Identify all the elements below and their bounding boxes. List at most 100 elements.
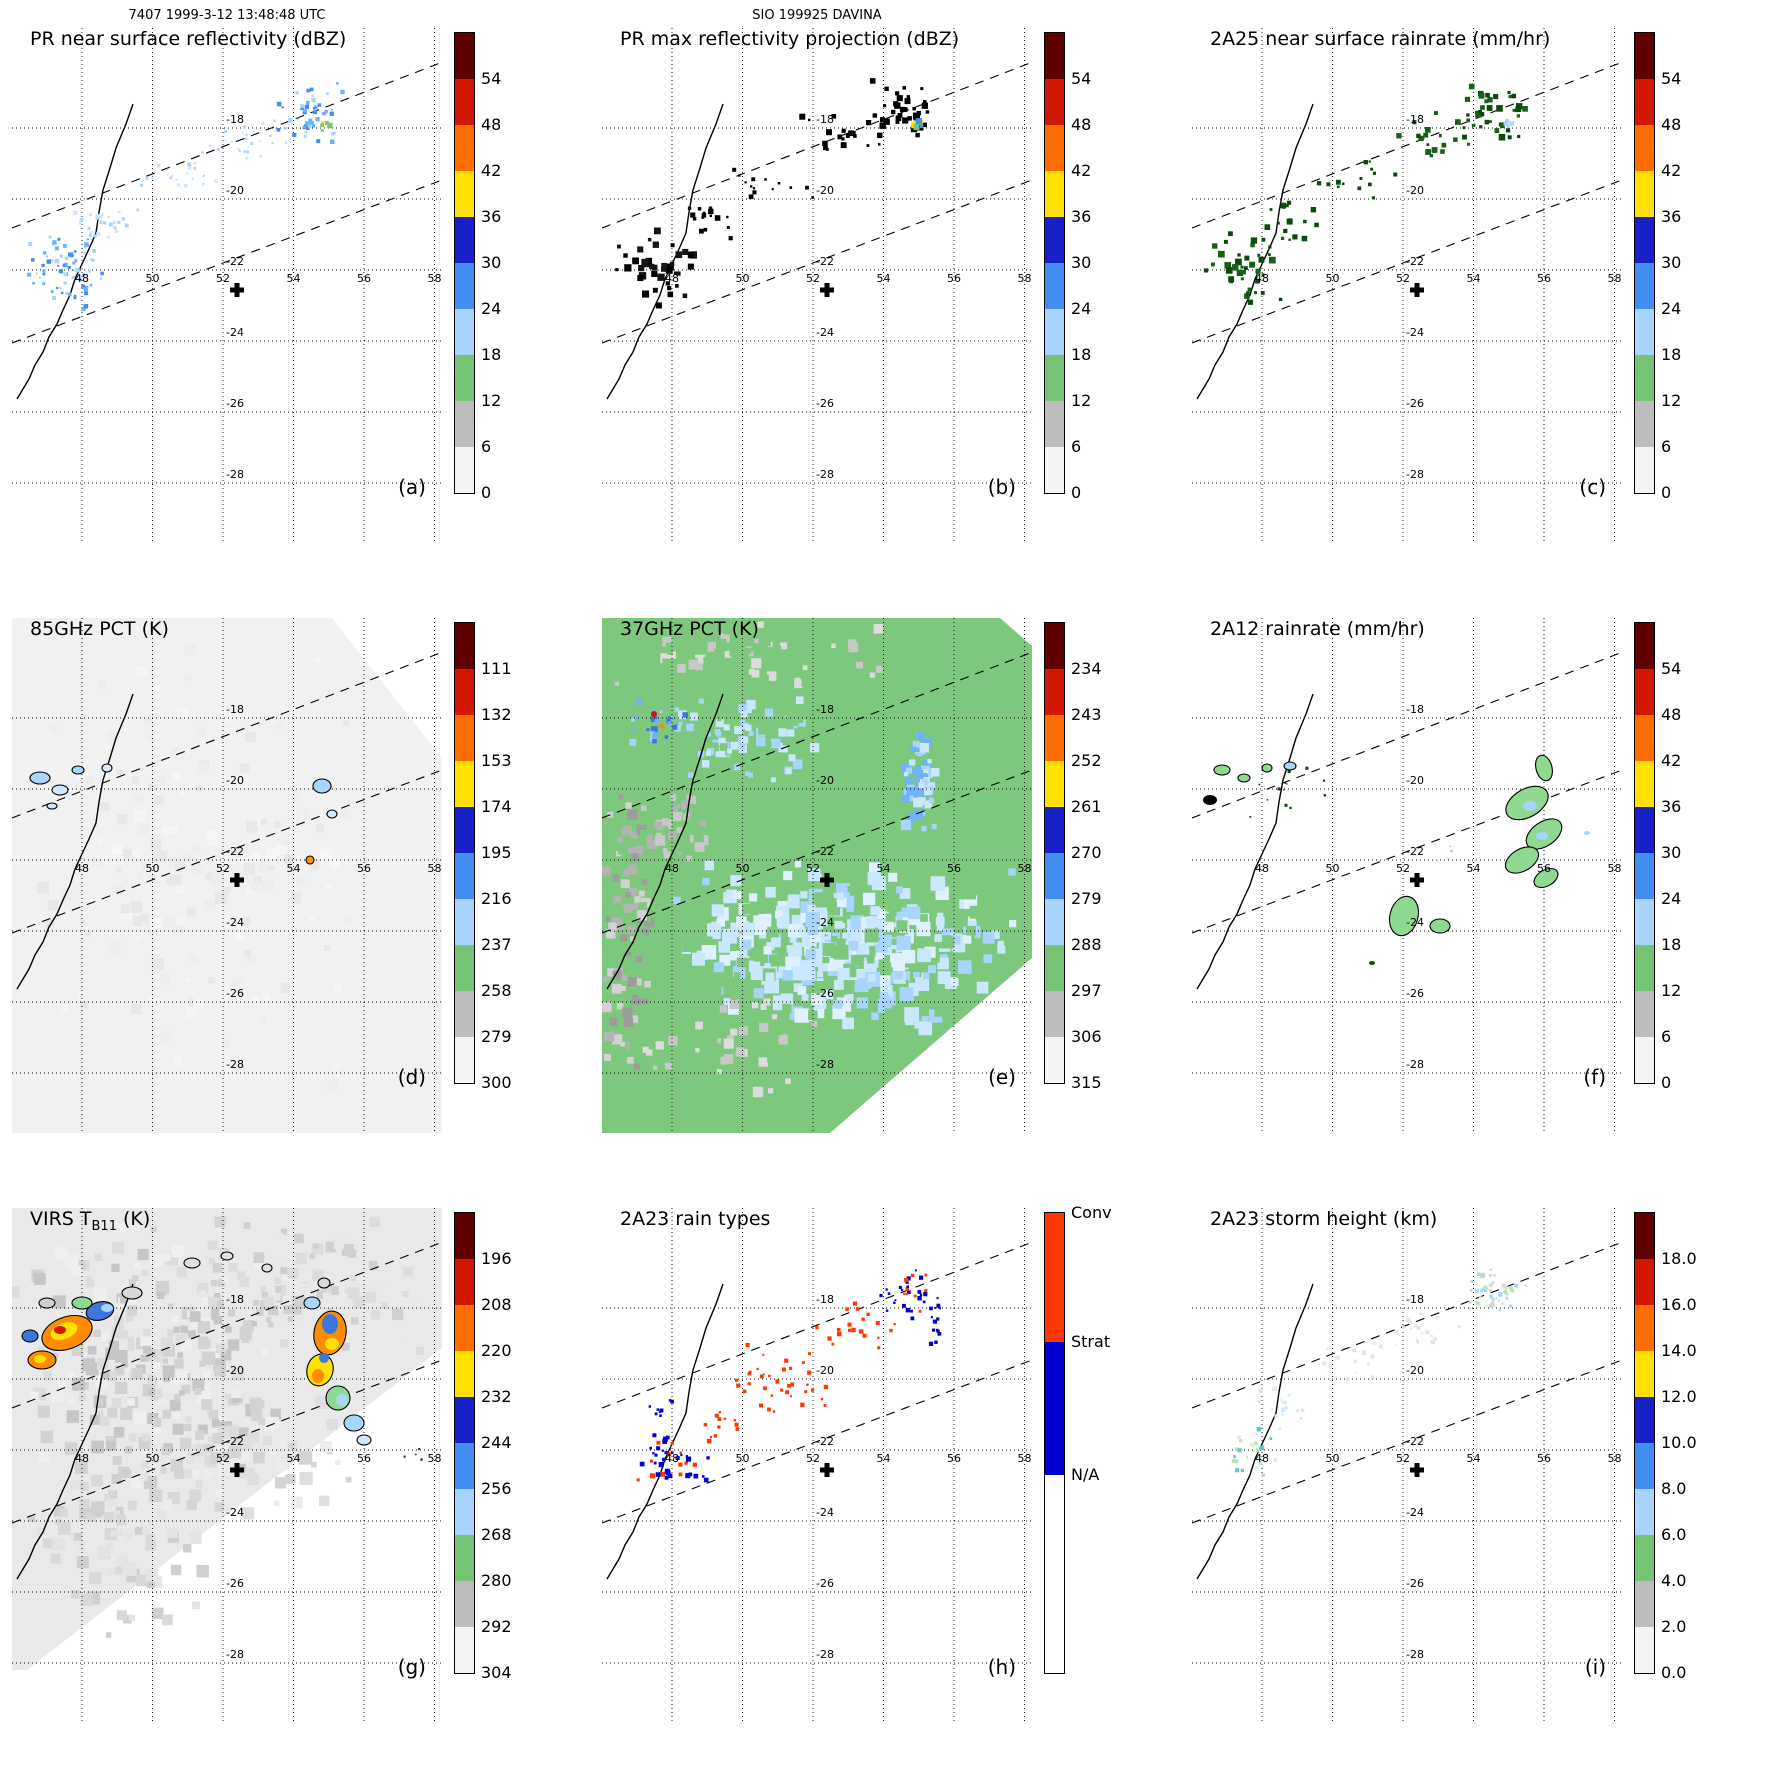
- svg-text:-24: -24: [816, 916, 834, 929]
- svg-text:-22: -22: [816, 845, 834, 858]
- svg-text:-18: -18: [226, 1293, 244, 1306]
- svg-text:-26: -26: [816, 1577, 834, 1590]
- svg-text:-28: -28: [816, 468, 834, 481]
- svg-text:58: 58: [1608, 272, 1622, 285]
- svg-text:-18: -18: [816, 113, 834, 126]
- panel-b-letter: (b): [987, 475, 1016, 499]
- svg-text:58: 58: [1608, 862, 1622, 875]
- panel-i-title: 2A23 storm height (km): [1210, 1208, 1438, 1230]
- svg-text:-20: -20: [226, 774, 244, 787]
- svg-text:-26: -26: [816, 987, 834, 1000]
- svg-text:-22: -22: [226, 255, 244, 268]
- svg-text:-24: -24: [816, 326, 834, 339]
- panel-g-title-sub: B11: [91, 1218, 117, 1234]
- storm-name-header: SIO 199925 DAVINA: [752, 8, 882, 23]
- svg-text:56: 56: [1537, 862, 1551, 875]
- svg-text:56: 56: [1537, 1452, 1551, 1465]
- svg-text:-26: -26: [816, 397, 834, 410]
- svg-text:56: 56: [1537, 272, 1551, 285]
- svg-text:-24: -24: [816, 1506, 834, 1519]
- svg-text:-26: -26: [226, 1577, 244, 1590]
- panel-e-title: 37GHz PCT (K): [620, 618, 759, 640]
- svg-text:-18: -18: [1406, 1293, 1424, 1306]
- orbit-timestamp-header: 7407 1999-3-12 13:48:48 UTC: [128, 8, 326, 23]
- svg-text:50: 50: [1326, 272, 1340, 285]
- svg-text:58: 58: [428, 862, 442, 875]
- panel-f-title: 2A12 rainrate (mm/hr): [1210, 618, 1425, 640]
- svg-text:52: 52: [216, 272, 230, 285]
- svg-text:-18: -18: [1406, 703, 1424, 716]
- svg-text:52: 52: [1396, 272, 1410, 285]
- svg-text:48: 48: [1255, 862, 1269, 875]
- panel-h-title: 2A23 rain types: [620, 1208, 771, 1230]
- svg-text:52: 52: [216, 1452, 230, 1465]
- svg-text:56: 56: [357, 862, 371, 875]
- svg-text:52: 52: [806, 1452, 820, 1465]
- svg-text:54: 54: [287, 1452, 301, 1465]
- panel-f-colorbar: 54 48 42 36 30 24 18 12 6 0: [1634, 622, 1712, 1092]
- panel-a-map: 48 50 52 54 56 58 -18 -20 -22 -24 -26 -28: [12, 28, 442, 543]
- panel-h-letter: (h): [987, 1655, 1016, 1679]
- panel-e-letter: (e): [988, 1065, 1016, 1089]
- svg-text:48: 48: [75, 1452, 89, 1465]
- svg-text:-28: -28: [1406, 468, 1424, 481]
- svg-text:52: 52: [1396, 1452, 1410, 1465]
- panel-b-map: 48 50 52 54 56 58 -18 -20 -22 -24 -26 -28: [602, 28, 1032, 543]
- panel-i-map-area: 48 50 52 54 56 58 -18 -20 -22 -24 -26 -28 2A23 stor…: [1192, 1208, 1622, 1723]
- svg-text:-26: -26: [1406, 987, 1424, 1000]
- panel-g-map-area: 48 50 52 54 56 58 -18 -20 -22 -24 -26 -28 VIRS TB11…: [12, 1208, 442, 1723]
- svg-text:48: 48: [1255, 272, 1269, 285]
- svg-text:50: 50: [146, 1452, 160, 1465]
- panel-c-map: 48 50 52 54 56 58 -18 -20 -22 -24 -26 -28: [1192, 28, 1622, 543]
- panel-i: 48 50 52 54 56 58 -18 -20 -22 -24 -26 -28 2A23 stor…: [1180, 1180, 1770, 1770]
- svg-text:48: 48: [75, 862, 89, 875]
- svg-text:54: 54: [287, 272, 301, 285]
- svg-text:58: 58: [1608, 1452, 1622, 1465]
- svg-text:-22: -22: [226, 845, 244, 858]
- svg-text:-22: -22: [226, 1435, 244, 1448]
- panel-b-colorbar: 54 48 42 36 30 24 18 12 6 0: [1044, 32, 1122, 502]
- panel-g-header: [12, 1186, 442, 1208]
- panel-g-title-post: (K): [116, 1208, 151, 1230]
- svg-text:-24: -24: [1406, 916, 1424, 929]
- svg-text:-28: -28: [1406, 1648, 1424, 1661]
- panel-d-title: 85GHz PCT (K): [30, 618, 169, 640]
- panel-e: 48 50 52 54 56 58 -18 -20 -22 -24 -26 -28 37GHz PCT…: [590, 590, 1180, 1180]
- panel-a-title: PR near surface reflectivity (dBZ): [30, 28, 347, 50]
- panel-c-colorbar: 54 48 42 36 30 24 18 12 6 0: [1634, 32, 1712, 502]
- svg-text:-28: -28: [1406, 1058, 1424, 1071]
- panel-d-letter: (d): [397, 1065, 426, 1089]
- svg-text:-20: -20: [226, 184, 244, 197]
- svg-text:54: 54: [877, 1452, 891, 1465]
- svg-text:50: 50: [1326, 862, 1340, 875]
- panel-g-letter: (g): [397, 1655, 426, 1679]
- svg-text:-24: -24: [1406, 326, 1424, 339]
- svg-text:52: 52: [806, 862, 820, 875]
- svg-text:58: 58: [428, 1452, 442, 1465]
- panel-d-map: 48 50 52 54 56 58 -18 -20 -22 -24 -26 -28: [12, 618, 442, 1133]
- panel-d-map-area: 48 50 52 54 56 58 -18 -20 -22 -24 -26 -28 85GHz PCT…: [12, 618, 442, 1133]
- svg-text:50: 50: [736, 862, 750, 875]
- svg-text:48: 48: [665, 1452, 679, 1465]
- panel-a: 7407 1999-3-12 13:48:48 UTC 48 50 52 54 56 58…: [0, 0, 590, 590]
- svg-text:-22: -22: [1406, 1435, 1424, 1448]
- svg-text:52: 52: [216, 862, 230, 875]
- panel-c-map-area: 48 50 52 54 56 58 -18 -20 -22 -24 -26 -28 2A25 near…: [1192, 28, 1622, 543]
- svg-text:56: 56: [947, 862, 961, 875]
- svg-text:58: 58: [1018, 862, 1032, 875]
- svg-text:-28: -28: [816, 1648, 834, 1661]
- svg-text:52: 52: [806, 272, 820, 285]
- svg-text:48: 48: [665, 272, 679, 285]
- panel-i-map: 48 50 52 54 56 58 -18 -20 -22 -24 -26 -28: [1192, 1208, 1622, 1723]
- svg-text:-24: -24: [226, 326, 244, 339]
- panel-c-title: 2A25 near surface rainrate (mm/hr): [1210, 28, 1551, 50]
- panel-h-map: 48 50 52 54 56 58 -18 -20 -22 -24 -26 -28: [602, 1208, 1032, 1723]
- panel-b: SIO 199925 DAVINA 48 50 52 54 56 58 -18 -20 -22 -…: [590, 0, 1180, 590]
- panel-f: 48 50 52 54 56 58 -18 -20 -22 -24 -26 -28 2A12 rain…: [1180, 590, 1770, 1180]
- panel-g: 48 50 52 54 56 58 -18 -20 -22 -24 -26 -28 VIRS TB11…: [0, 1180, 590, 1770]
- panel-h-colorbar: Conv Strat N/A: [1044, 1203, 1122, 1674]
- svg-text:-28: -28: [816, 1058, 834, 1071]
- svg-text:-26: -26: [226, 397, 244, 410]
- svg-text:-24: -24: [226, 1506, 244, 1519]
